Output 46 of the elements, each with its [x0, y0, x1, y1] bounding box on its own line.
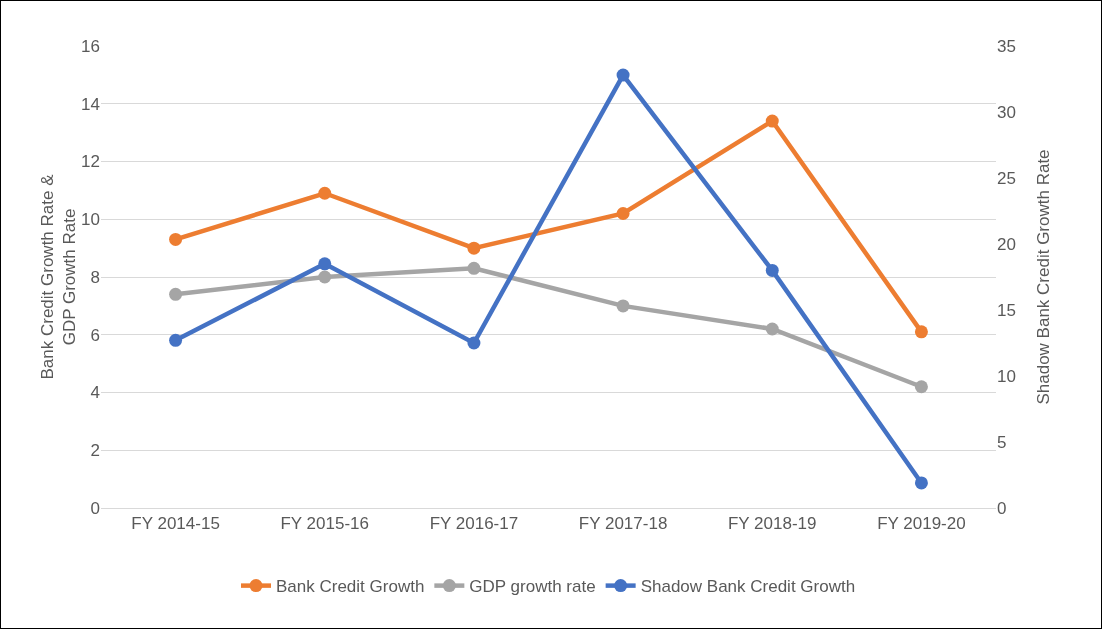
point: [169, 287, 183, 301]
legend-label: Shadow Bank Credit Growth: [640, 577, 856, 597]
legend-label: Bank Credit Growth: [276, 577, 425, 597]
y-tick-label: 10: [81, 210, 100, 230]
y2-tick-label: 0: [997, 498, 1007, 518]
y2-axis-title: Shadow Bank Credit Growth Rate: [1033, 149, 1053, 405]
point: [169, 333, 183, 347]
y-tick-label: 16: [81, 36, 100, 56]
x-tick-label: FY 2014-15: [131, 514, 220, 534]
y-tick-label: 4: [90, 383, 100, 403]
point: [318, 257, 332, 271]
y2-tick-label: 20: [997, 234, 1016, 254]
y-tick-label: 8: [90, 267, 100, 287]
point: [467, 336, 481, 350]
point: [616, 299, 630, 313]
point: [318, 270, 332, 284]
point: [616, 68, 630, 82]
point: [914, 325, 928, 339]
point: [765, 263, 779, 277]
x-tick-label: FY 2015-16: [280, 514, 370, 534]
legend-label: GDP growth rate: [469, 577, 596, 597]
y-tick-label: 12: [81, 152, 100, 172]
y2-tick-label: 5: [997, 432, 1007, 452]
x-tick-label: FY 2018-19: [727, 514, 817, 534]
y2-tick-label: 15: [997, 300, 1016, 320]
point: [616, 206, 630, 220]
y2-tick-label: 10: [997, 366, 1016, 386]
y2-tick-label: 30: [997, 102, 1016, 122]
point: [765, 114, 779, 128]
y-tick-label: 0: [90, 498, 100, 518]
point: [169, 232, 183, 246]
y2-tick-label: 25: [997, 168, 1016, 188]
point: [914, 476, 928, 490]
x-tick-label: FY 2019-20: [877, 514, 966, 534]
x-tick-label: FY 2017-18: [578, 514, 668, 534]
point: [467, 261, 481, 275]
x-tick-label: FY 2016-17: [429, 514, 519, 534]
point: [914, 380, 928, 394]
y-tick-label: 14: [81, 94, 100, 114]
y-tick-label: 2: [90, 441, 100, 461]
y-tick-label: 6: [90, 325, 100, 345]
point: [467, 241, 481, 255]
y2-tick-label: 35: [997, 36, 1016, 56]
y-axis-title: Bank Credit Growth Rate & GDP Growth Rate: [37, 173, 80, 380]
point: [765, 322, 779, 336]
point: [318, 186, 332, 200]
